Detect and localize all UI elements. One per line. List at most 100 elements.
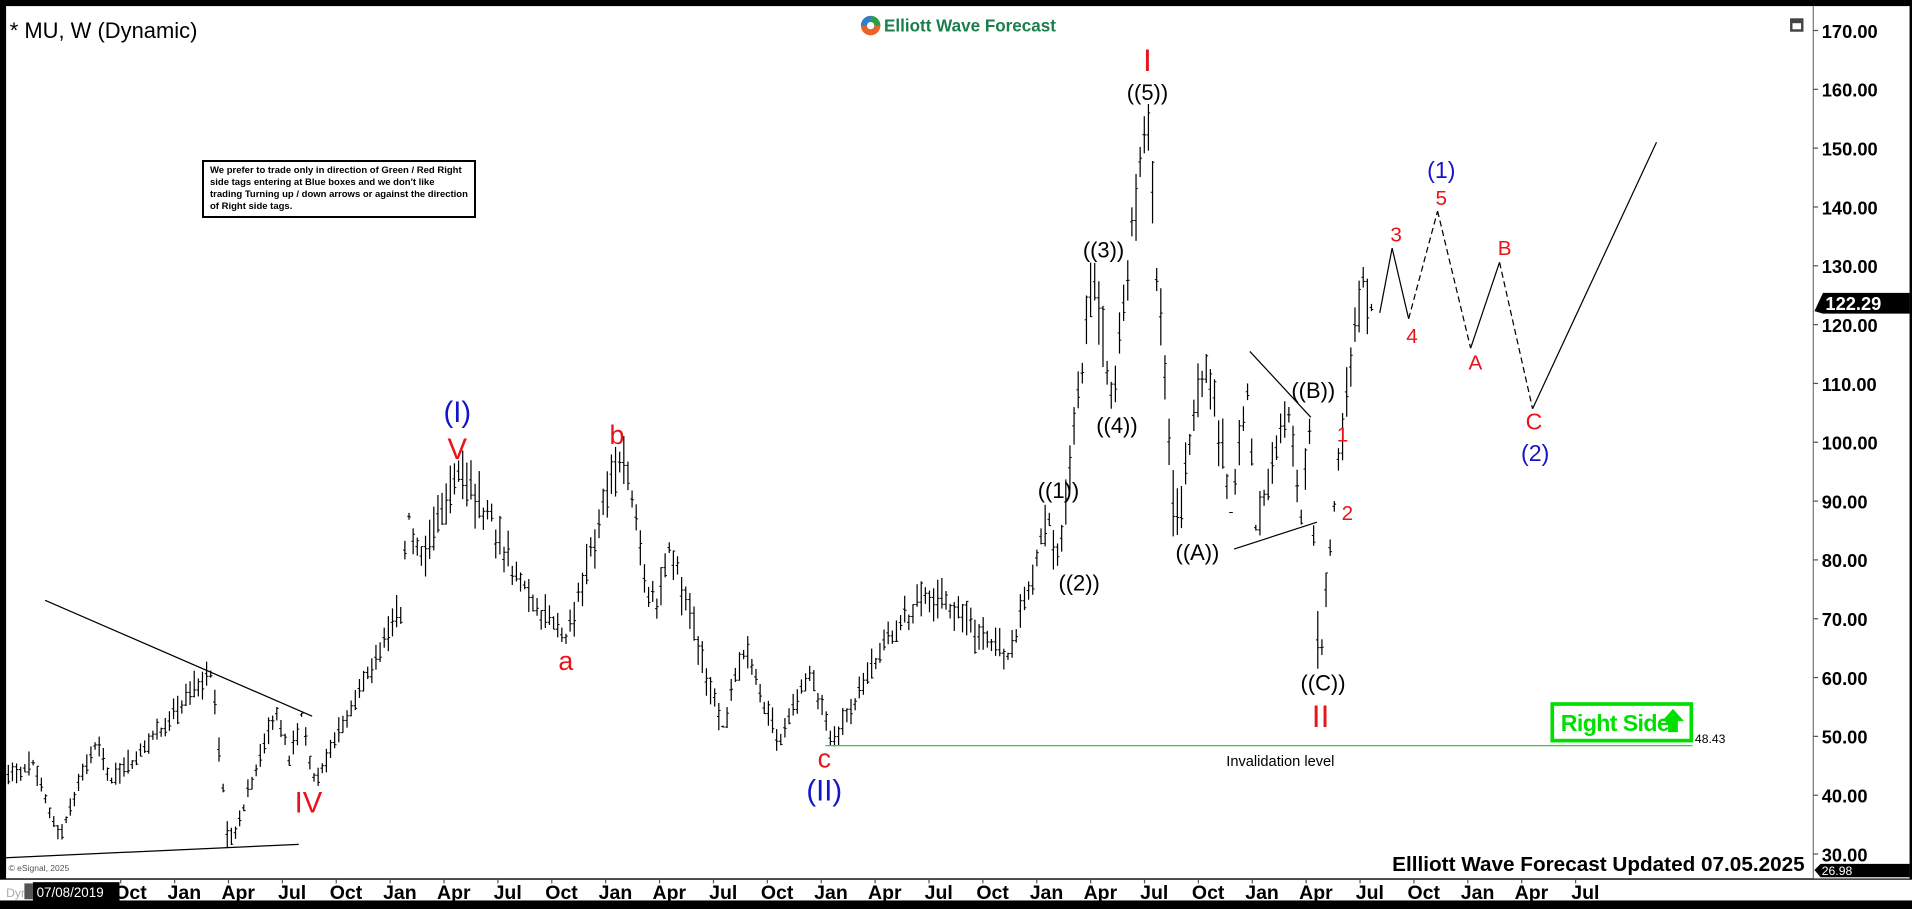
wave-label: ((B)) (1291, 378, 1335, 403)
dyn-label[interactable]: Dyn (6, 886, 28, 900)
wave-b-upper-line (1249, 350, 1312, 418)
invalidation-label: Invalidation level (1226, 754, 1334, 770)
chart-settings-icon[interactable] (24, 883, 33, 900)
time-tick-label: Oct (1192, 882, 1225, 904)
cursor-date: 07/08/2019 (37, 885, 104, 900)
wave-label: ((1)) (1038, 478, 1079, 503)
projection-segment (1532, 142, 1658, 409)
projection-path (1379, 142, 1658, 409)
wave-label: II (1312, 698, 1330, 734)
wave-label: 4 (1406, 325, 1418, 348)
wave-label: (I) (443, 397, 471, 429)
wave-label: 3 (1390, 224, 1402, 247)
price-tick-label: 110.00 (1822, 374, 1877, 395)
time-tick-label: Jul (925, 882, 953, 904)
time-tick-label: Jul (494, 882, 522, 904)
triangle-lower-line (6, 843, 299, 859)
maximize-icon-inner (1792, 23, 1802, 30)
last-price-value: 122.29 (1825, 293, 1881, 314)
price-bars (2, 104, 1374, 848)
price-tick-label: 90.00 (1822, 491, 1868, 512)
projection-segment (1391, 248, 1410, 319)
price-tick-label: 80.00 (1822, 550, 1868, 571)
wave-label: 2 (1342, 502, 1354, 525)
wave-label: a (558, 646, 573, 676)
projection-segment (1436, 210, 1472, 349)
wave-label: IV (295, 788, 323, 820)
trading-note: We prefer to trade only in direction of … (202, 160, 476, 218)
low-price-value: 26.98 (1822, 864, 1853, 878)
triangle-upper-line (44, 599, 313, 717)
wave-label: b (610, 420, 625, 450)
projection-segment (1470, 262, 1501, 349)
price-tick-label: 160.00 (1822, 80, 1878, 101)
time-tick-label: Apr (1299, 882, 1333, 904)
time-tick-label: Jan (383, 882, 417, 904)
logo-text: Elliott Wave Forecast (884, 17, 1056, 36)
wave-label: V (448, 434, 468, 466)
right-side-tag: Right Side (1550, 702, 1694, 743)
price-tick-label: 50.00 (1822, 727, 1868, 748)
time-tick-label: Oct (976, 882, 1009, 904)
wave-b-lower-line (1233, 521, 1318, 550)
price-tick-label: 40.00 (1822, 786, 1868, 807)
wave-label: A (1469, 352, 1483, 375)
wave-label: (II) (806, 775, 842, 807)
wave-label: 1 (1337, 424, 1349, 447)
arrow-up-icon (1662, 708, 1684, 733)
wave-label: c (818, 743, 831, 773)
time-tick-label: Apr (653, 882, 687, 904)
copyright: © eSignal, 2025 (9, 863, 70, 873)
price-axis: 30.00 40.00 50.00 60.00 70.00 80.00 90.00 100.0… (1813, 21, 1878, 865)
time-tick-label: Apr (437, 882, 471, 904)
time-tick-label: Oct (1407, 882, 1440, 904)
projection-segment (1498, 262, 1534, 409)
wave-label: ((A)) (1176, 540, 1220, 565)
time-tick-label: Jan (599, 882, 633, 904)
projection-segment (1379, 248, 1393, 313)
price-tick-label: 130.00 (1822, 256, 1878, 277)
time-axis: Oct Jan Apr Jul Oct Jan Apr Jul Oct Jan Apr Jul Oct J… (114, 878, 1599, 904)
time-tick-label: Oct (545, 882, 578, 904)
wave-label: C (1526, 408, 1543, 434)
time-tick-label: Jul (1356, 882, 1384, 904)
right-side-label: Right Side (1561, 710, 1670, 736)
time-tick-label: Jul (709, 882, 737, 904)
logo: Elliott Wave Forecast (860, 15, 1056, 36)
wave-label: ((C)) (1301, 671, 1346, 696)
time-tick-label: Jan (1245, 882, 1279, 904)
time-tick-label: Apr (221, 882, 255, 904)
wave-label: (1) (1427, 157, 1455, 183)
price-tick-label: 60.00 (1822, 668, 1868, 689)
time-tick-label: Jul (278, 882, 306, 904)
wave-label: ((4)) (1096, 413, 1137, 438)
time-tick-label: Apr (1515, 882, 1549, 904)
wave-label: 5 (1436, 187, 1448, 210)
time-tick-label: Oct (330, 882, 363, 904)
wave-label: B (1498, 237, 1512, 260)
bottom-border (0, 900, 1912, 909)
price-tick-label: 100.00 (1822, 433, 1878, 454)
price-tick-label: 70.00 (1822, 609, 1868, 630)
time-tick-label: Jan (168, 882, 202, 904)
price-tick-label: 30.00 (1822, 844, 1868, 865)
time-tick-label: Jul (1571, 882, 1599, 904)
time-tick-label: Jan (814, 882, 848, 904)
wave-label: (2) (1521, 440, 1549, 466)
time-tick-label: Apr (1084, 882, 1118, 904)
time-tick-label: Apr (868, 882, 902, 904)
wave-labels: (I) Va b c(II) IV ((1)) ((2)) ((3)) ((4)) ((5))I (… (295, 42, 1550, 820)
low-price-tag: 26.98 (1814, 864, 1910, 878)
wave-label: ((5)) (1127, 80, 1168, 105)
chart-title: * MU, W (Dynamic) (10, 18, 198, 43)
time-tick-label: Jul (1140, 882, 1168, 904)
cursor-date-box (32, 882, 120, 902)
price-tick-label: 150.00 (1822, 138, 1878, 159)
wave-label: I (1143, 42, 1152, 78)
last-price-tag: 122.29 (1814, 292, 1910, 314)
footer-updated-text: Ellliott Wave Forecast Updated 07.05.202… (1392, 853, 1804, 876)
plot-area (6, 6, 1910, 879)
time-tick-label: Jan (1461, 882, 1495, 904)
price-tick-label: 170.00 (1822, 21, 1878, 42)
